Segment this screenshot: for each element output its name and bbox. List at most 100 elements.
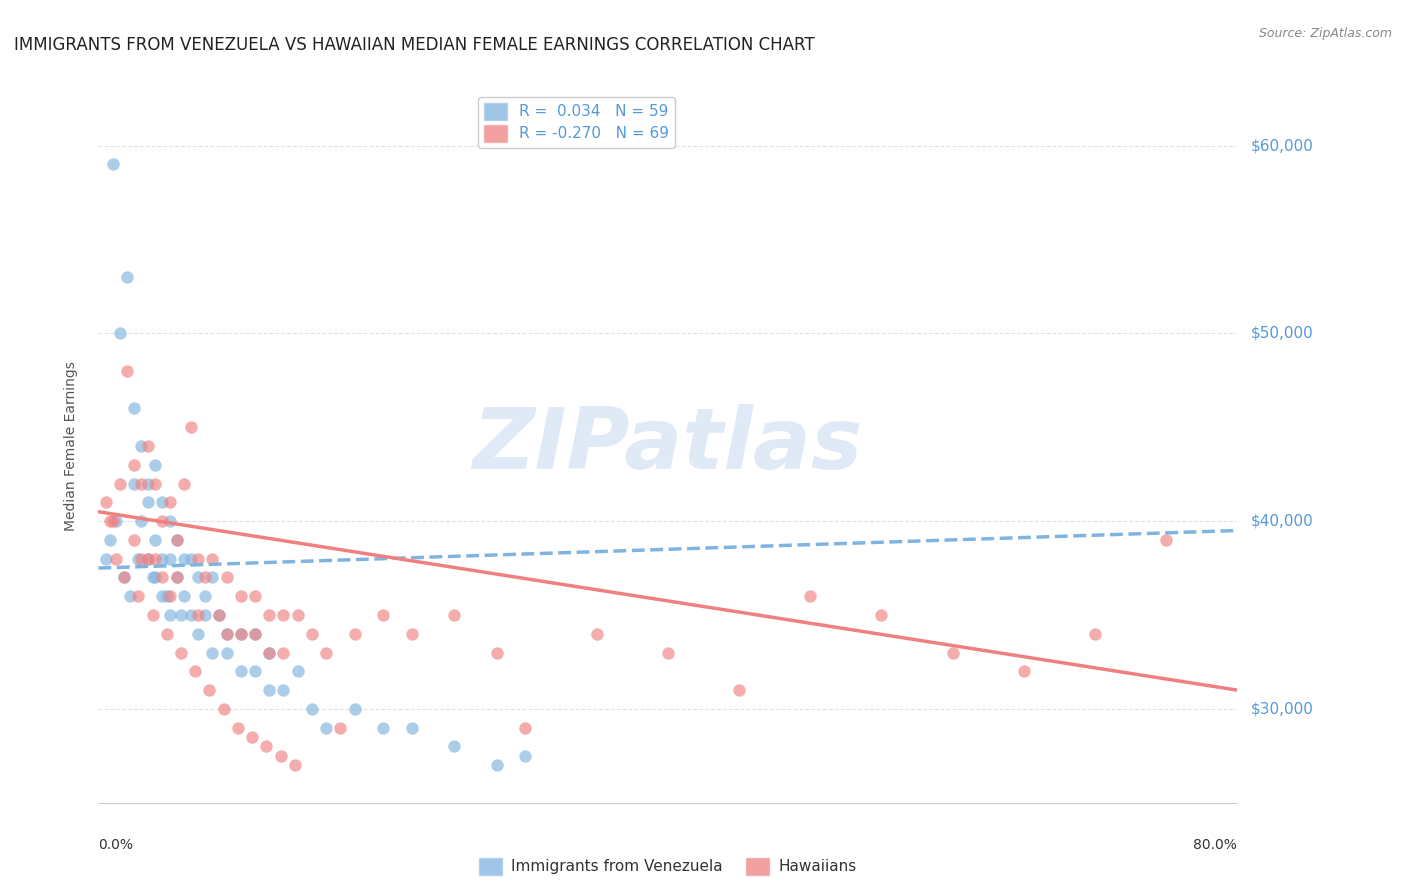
Point (159, 495, 181, 509)
Point (159, 514, 181, 528)
Point (270, 748, 292, 763)
Point (515, 721, 537, 735)
Point (152, 551, 174, 566)
Point (170, 607, 193, 622)
Point (136, 551, 159, 566)
Point (129, 514, 152, 528)
Point (1084, 627, 1107, 641)
Point (373, 721, 395, 735)
Point (301, 702, 323, 716)
Point (240, 730, 263, 744)
Point (141, 570, 163, 584)
Point (94, 495, 117, 509)
Point (166, 533, 188, 547)
Point (1012, 665, 1035, 679)
Point (401, 627, 423, 641)
Text: Source: ZipAtlas.com: Source: ZipAtlas.com (1258, 27, 1392, 40)
Y-axis label: Median Female Earnings: Median Female Earnings (63, 361, 77, 531)
Point (145, 551, 167, 566)
Point (152, 589, 174, 603)
Point (187, 570, 209, 584)
Point (273, 607, 295, 622)
Point (156, 589, 179, 603)
Point (136, 439, 159, 453)
Point (108, 326, 131, 341)
Point (208, 607, 231, 622)
Point (259, 646, 281, 660)
Text: 80.0%: 80.0% (1194, 838, 1237, 853)
Point (180, 607, 202, 622)
Point (443, 739, 465, 754)
Point (104, 551, 127, 566)
Point (486, 758, 509, 772)
Point (194, 607, 217, 622)
Point (115, 364, 138, 378)
Point (136, 476, 159, 491)
Point (229, 589, 252, 603)
Point (201, 551, 224, 566)
Text: IMMIGRANTS FROM VENEZUELA VS HAWAIIAN MEDIAN FEMALE EARNINGS CORRELATION CHART: IMMIGRANTS FROM VENEZUELA VS HAWAIIAN ME… (14, 36, 814, 54)
Point (101, 157, 124, 171)
Point (443, 607, 465, 622)
Point (1154, 533, 1177, 547)
Point (215, 570, 238, 584)
Point (284, 758, 307, 772)
Point (373, 607, 395, 622)
Point (301, 627, 323, 641)
Point (145, 458, 167, 472)
Point (112, 570, 135, 584)
Point (129, 476, 152, 491)
Point (226, 721, 249, 735)
Point (173, 589, 195, 603)
Point (152, 514, 174, 528)
Point (273, 683, 295, 698)
Point (229, 665, 252, 679)
Point (229, 627, 252, 641)
Point (799, 589, 821, 603)
Point (122, 401, 145, 416)
Point (243, 589, 266, 603)
Point (273, 646, 295, 660)
Point (243, 665, 266, 679)
Point (122, 476, 145, 491)
Point (159, 607, 181, 622)
Point (259, 646, 281, 660)
Point (585, 627, 607, 641)
Point (115, 270, 138, 285)
Point (156, 627, 179, 641)
Point (259, 683, 281, 698)
Point (180, 551, 202, 566)
Point (173, 476, 195, 491)
Point (215, 646, 238, 660)
Point (122, 533, 145, 547)
Point (118, 589, 141, 603)
Point (198, 683, 221, 698)
Point (141, 607, 163, 622)
Point (112, 570, 135, 584)
Point (166, 533, 188, 547)
Point (173, 551, 195, 566)
Point (122, 458, 145, 472)
Point (129, 551, 152, 566)
Point (98, 514, 121, 528)
Point (243, 627, 266, 641)
Point (343, 702, 366, 716)
Point (315, 721, 337, 735)
Point (129, 439, 152, 453)
Point (159, 551, 181, 566)
Point (127, 551, 149, 566)
Point (287, 607, 309, 622)
Point (254, 739, 277, 754)
Point (259, 607, 281, 622)
Point (657, 646, 679, 660)
Point (243, 627, 266, 641)
Point (215, 627, 238, 641)
Point (136, 495, 159, 509)
Point (401, 721, 423, 735)
Point (229, 627, 252, 641)
Text: $60,000: $60,000 (1251, 138, 1315, 153)
Point (180, 420, 202, 434)
Point (145, 570, 167, 584)
Point (159, 589, 181, 603)
Point (870, 607, 893, 622)
